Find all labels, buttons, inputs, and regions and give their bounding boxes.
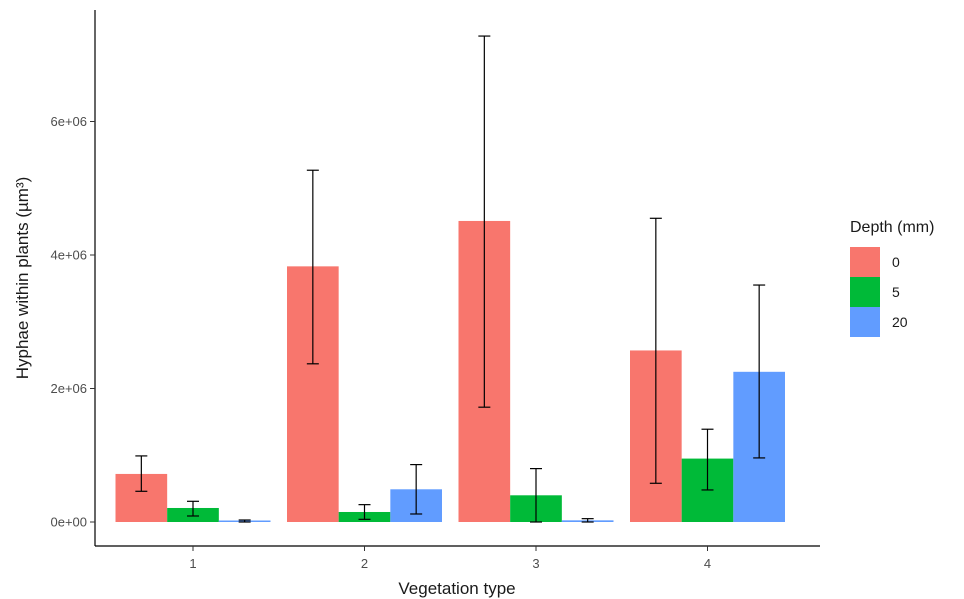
legend-swatch xyxy=(850,247,880,277)
y-ticks: 0e+00 2e+06 4e+06 6e+06 xyxy=(50,114,95,530)
x-ticks: 1 2 3 4 xyxy=(189,546,711,571)
plot-area xyxy=(115,35,785,523)
y-tick-label: 0e+00 xyxy=(50,515,87,530)
legend-label: 0 xyxy=(892,254,900,270)
x-tick-label: 3 xyxy=(532,556,539,571)
legend-title: Depth (mm) xyxy=(850,219,934,236)
legend: Depth (mm) 0 5 20 xyxy=(850,219,934,337)
legend-swatch xyxy=(850,277,880,307)
y-tick-label: 4e+06 xyxy=(50,248,87,263)
y-axis-title: Hyphae within plants (µm³) xyxy=(13,177,32,380)
legend-label: 5 xyxy=(892,284,900,300)
y-tick-label: 6e+06 xyxy=(50,114,87,129)
x-tick-label: 2 xyxy=(361,556,368,571)
legend-label: 20 xyxy=(892,314,908,330)
x-tick-label: 4 xyxy=(704,556,711,571)
y-tick-label: 2e+06 xyxy=(50,381,87,396)
x-axis-title: Vegetation type xyxy=(398,579,515,598)
legend-swatch xyxy=(850,307,880,337)
x-tick-label: 1 xyxy=(189,556,196,571)
axes xyxy=(94,10,820,547)
